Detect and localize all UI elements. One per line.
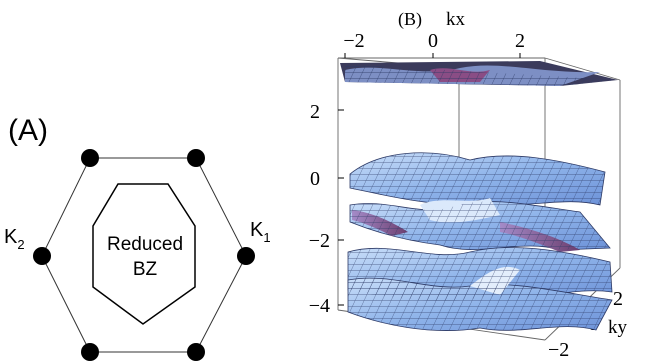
ky-tick: −2	[548, 339, 569, 361]
k2-subscript: 2	[17, 237, 24, 252]
panel-b: −2 0 2 (B) kx 2 0 −2 −4 2 0 ky −2	[309, 9, 628, 361]
middle-band-surface	[349, 152, 606, 206]
energy-tick: 0	[310, 168, 320, 190]
kx-axis: −2 0 2 (B) kx	[343, 9, 525, 58]
kx-axis-label: kx	[446, 9, 466, 30]
k-point-dot	[237, 247, 255, 265]
energy-tick: 2	[310, 101, 320, 123]
energy-tick: −2	[309, 230, 330, 252]
k-point-dot	[187, 149, 205, 167]
panel-a-label: (A)	[8, 114, 48, 147]
panel-a: (A) K2 K1 Reduced BZ	[4, 114, 271, 361]
k-point-dot	[81, 149, 99, 167]
kx-tick: −2	[343, 30, 364, 52]
k-point-dot	[81, 343, 99, 361]
k1-base: K	[250, 219, 264, 241]
lower-band-surface	[349, 198, 611, 252]
k-point-dot	[187, 343, 205, 361]
k-point-dot	[33, 247, 51, 265]
reduced-bz-line1: Reduced	[107, 234, 183, 255]
k2-label: K2	[4, 226, 25, 252]
top-band-surface	[340, 61, 618, 86]
energy-axis: 2 0 −2 −4	[309, 101, 344, 317]
energy-tick: −4	[309, 295, 330, 317]
ky-tick: 2	[613, 288, 623, 310]
k1-label: K1	[250, 219, 271, 245]
ky-axis-label: ky	[608, 317, 628, 338]
kx-tick: 2	[515, 30, 525, 52]
reduced-bz-polygon	[92, 183, 196, 325]
bottom-band-surface	[347, 247, 613, 331]
k1-subscript: 1	[263, 230, 270, 245]
kx-tick: 0	[428, 30, 438, 52]
k2-base: K	[4, 226, 18, 248]
panel-b-label: (B)	[398, 9, 422, 30]
reduced-bz-line2: BZ	[133, 259, 158, 280]
